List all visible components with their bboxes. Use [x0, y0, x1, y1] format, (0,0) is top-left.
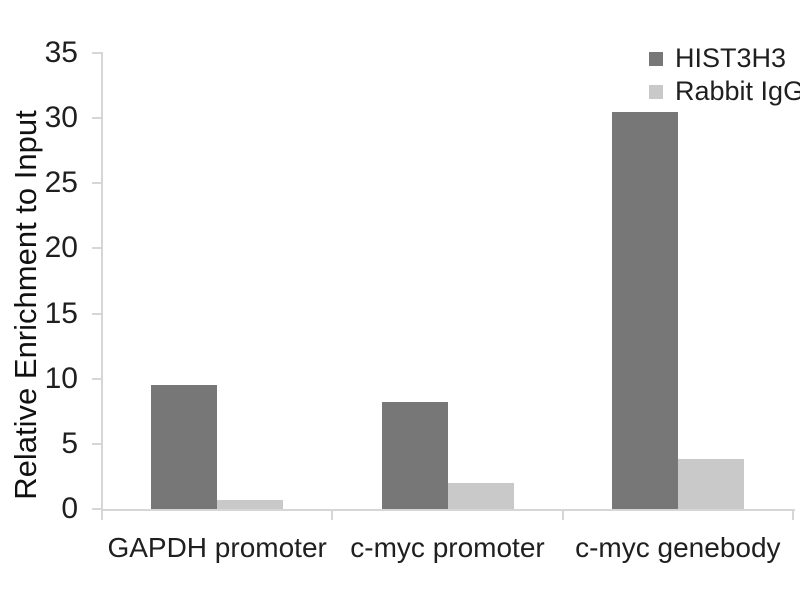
x-category-label: GAPDH promoter: [107, 532, 327, 563]
y-tick-label: 5: [61, 426, 78, 460]
x-axis-line: [101, 509, 795, 511]
y-tick-label: 10: [44, 361, 78, 395]
y-tick-mark: [92, 117, 101, 120]
bar: [151, 385, 218, 509]
x-tick-mark: [792, 511, 794, 520]
bar: [381, 402, 448, 509]
legend-item: Rabbit IgG: [649, 75, 800, 108]
y-tick-mark: [92, 508, 101, 510]
y-tick-mark: [92, 377, 101, 380]
y-tick-mark: [92, 182, 101, 185]
y-tick-label: 35: [44, 36, 78, 69]
bar: [677, 459, 744, 509]
bar: [217, 499, 284, 509]
legend-item: HIST3H3: [649, 42, 800, 75]
y-tick-mark: [92, 247, 101, 250]
y-tick-label: 15: [44, 296, 78, 330]
legend-label: Rabbit IgG: [675, 76, 800, 106]
x-tick-mark: [561, 511, 564, 520]
y-axis-line: [101, 52, 103, 510]
y-tick-label: 25: [44, 166, 78, 200]
y-tick-label: 20: [44, 231, 78, 265]
legend-swatch-icon: [649, 51, 663, 66]
y-tick-mark: [92, 442, 101, 445]
y-tick-label: 30: [44, 101, 78, 135]
legend: HIST3H3 Rabbit IgG: [649, 42, 800, 108]
x-tick-mark: [101, 511, 103, 520]
x-category-label: c-myc genebody: [575, 532, 781, 563]
y-tick-label: 0: [61, 492, 78, 525]
x-category-label: c-myc promoter: [350, 532, 545, 563]
x-tick-mark: [331, 511, 334, 520]
legend-swatch-icon: [649, 84, 663, 99]
legend-label: HIST3H3: [675, 43, 787, 73]
y-tick-mark: [92, 312, 101, 315]
bar: [611, 111, 678, 509]
y-tick-mark: [92, 52, 101, 54]
bar: [447, 482, 514, 509]
